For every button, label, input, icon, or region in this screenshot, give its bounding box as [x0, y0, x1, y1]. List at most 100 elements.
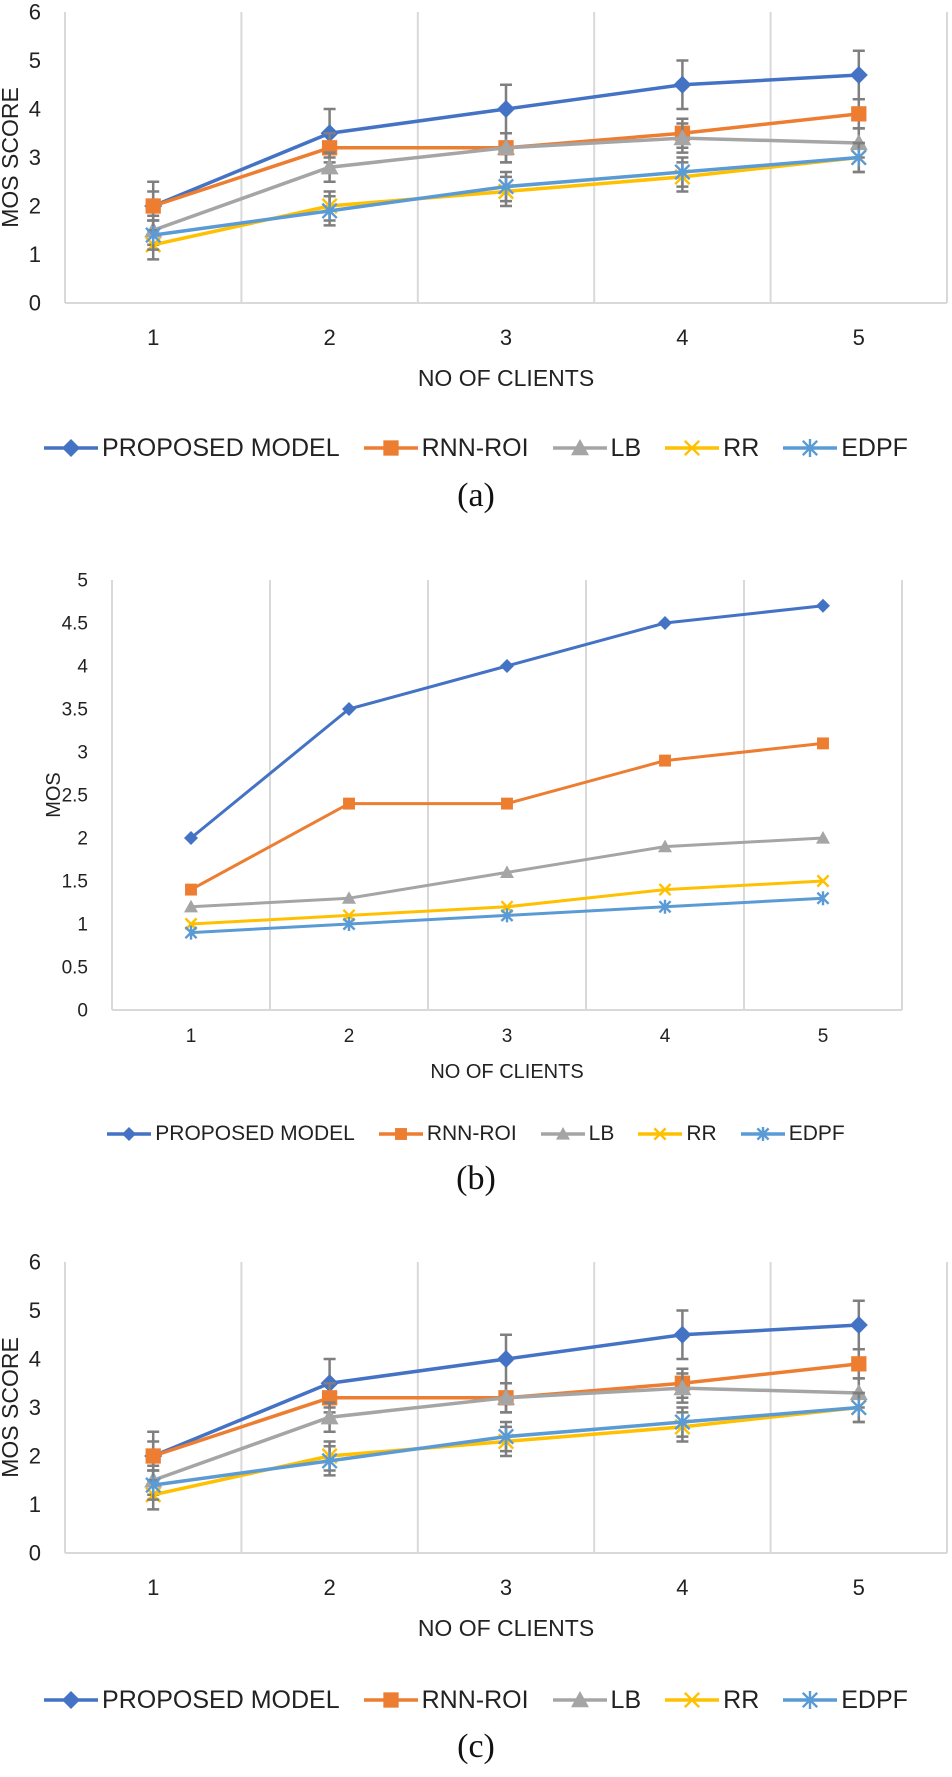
y-axis-title: MOS SCORE [0, 1337, 23, 1478]
legend-label: RNN-ROI [421, 1685, 529, 1714]
data-point-marker [343, 797, 355, 810]
legend-marker-icon [62, 1691, 81, 1709]
data-point-marker [184, 831, 198, 845]
data-point-marker [658, 616, 672, 630]
data-point-marker [673, 129, 692, 146]
legend-swatch-icon [783, 1691, 838, 1709]
legend-label: EDPF [841, 433, 908, 462]
y-tick-label: 3 [29, 145, 41, 170]
data-point-marker [342, 891, 356, 904]
legend-label: EDPF [841, 1685, 908, 1714]
y-tick-label: 2 [29, 1444, 41, 1469]
series-lb [144, 1372, 868, 1497]
data-point-marker [816, 831, 830, 844]
data-point-marker [816, 598, 830, 613]
legend-swatch-icon [665, 439, 720, 457]
y-tick-label: 6 [29, 0, 41, 25]
y-tick-label: 4 [29, 1347, 41, 1372]
legend-label: PROPOSED MODEL [102, 433, 340, 462]
x-tick-label: 5 [818, 1026, 829, 1047]
y-axis-title: MOS SCORE [0, 87, 23, 228]
data-point-marker [851, 106, 867, 122]
x-tick-label: 1 [186, 1026, 197, 1047]
data-point-marker [342, 702, 356, 716]
data-point-marker [321, 1451, 338, 1470]
y-tick-label: 2 [77, 829, 88, 850]
y-tick-label: 5 [29, 48, 41, 73]
y-tick-label: 3 [29, 1395, 41, 1420]
legend-item: LB [552, 1685, 642, 1715]
data-point-marker [497, 177, 515, 196]
legend-item: RNN-ROI [378, 1122, 517, 1146]
x-axis-title: NO OF CLIENTS [418, 1615, 594, 1641]
legend-item: RR [638, 1122, 717, 1146]
data-point-marker [500, 908, 514, 923]
legend-swatch-icon [740, 1127, 785, 1141]
data-point-marker [320, 1408, 339, 1425]
data-point-marker [145, 1448, 161, 1464]
y-tick-label: 1 [29, 242, 41, 267]
x-tick-label: 3 [500, 325, 512, 350]
legend-label: RNN-ROI [421, 433, 529, 462]
legend-marker-icon [382, 440, 399, 456]
legend-label: RNN-ROI [426, 1122, 517, 1145]
data-point-marker [342, 917, 356, 931]
y-tick-label: 1 [29, 1492, 41, 1517]
chart-panel-b: 0 0.5 1 1.5 2 2.5 3 3.5 4 4.5 5 1 2 3 4 5 NO OF CLIENTS M… [0, 560, 952, 1210]
chart-panel-a: 0 1 2 3 4 5 6 1 2 3 4 5 NO OF CLIENTS MOS SCORE PROPO… [0, 0, 952, 530]
data-point-marker [816, 874, 830, 888]
x-tick-label: 4 [660, 1026, 671, 1047]
legend-item: LB [552, 434, 641, 463]
legend-label: RR [723, 433, 760, 462]
data-point-marker [145, 1476, 162, 1495]
legend-label: PROPOSED MODEL [102, 1685, 340, 1714]
legend-label: LB [610, 1685, 642, 1714]
data-point-marker [497, 138, 515, 155]
y-tick-label: 5 [77, 571, 88, 592]
data-point-marker [674, 1413, 691, 1432]
y-tick-label: 0 [29, 1541, 41, 1566]
chart-a-legend: PROPOSED MODEL RNN-ROI LB RR EDPF [0, 430, 952, 466]
chart-panel-c: 0 1 2 3 4 5 6 1 2 3 4 5 NO OF CLIENTS MOS SCORE PROPO… [0, 1250, 952, 1777]
data-point-marker [658, 839, 672, 853]
data-point-marker [500, 865, 514, 878]
data-point-marker [816, 891, 830, 906]
chart-c-caption: (c) [457, 1728, 495, 1765]
x-tick-label: 2 [323, 1575, 335, 1600]
y-tick-label: 2.5 [62, 786, 88, 807]
data-point-marker [145, 226, 162, 245]
data-point-marker [184, 899, 198, 913]
legend-swatch-icon [363, 440, 418, 456]
legend-marker-icon [653, 1127, 667, 1141]
legend-item: RR [665, 1686, 759, 1715]
legend-item: PROPOSED MODEL [44, 1686, 340, 1715]
legend-swatch-icon [552, 1691, 607, 1708]
gridlines [64, 12, 948, 304]
legend-swatch-icon [638, 1127, 683, 1141]
y-tick-label: 1 [77, 915, 88, 936]
legend-item: EDPF [740, 1122, 845, 1146]
legend-item: PROPOSED MODEL [44, 434, 340, 463]
legend-label: EDPF [788, 1122, 845, 1145]
data-point-marker [185, 883, 197, 896]
chart-b-plot: 0 0.5 1 1.5 2 2.5 3 3.5 4 4.5 5 1 2 3 4 5 NO OF CLIENTS M… [43, 571, 903, 1083]
series-edpf [145, 141, 867, 251]
chart-b-legend: PROPOSED MODEL RNN-ROI LB RR EDPF [0, 1118, 952, 1150]
series-rnn-roi [185, 737, 829, 896]
legend-marker-icon [62, 439, 81, 457]
data-point-marker [817, 737, 829, 750]
legend-marker-icon [802, 1691, 819, 1709]
legend-item: RR [665, 434, 759, 463]
y-tick-label: 3 [77, 743, 88, 764]
legend-marker-icon [555, 1127, 570, 1140]
legend-item: RNN-ROI [363, 433, 529, 463]
legend-swatch-icon [378, 1128, 423, 1140]
data-point-marker [500, 659, 514, 673]
y-tick-label: 5 [29, 1298, 41, 1323]
data-point-marker [320, 158, 339, 175]
legend-marker-icon [684, 1691, 701, 1709]
y-tick-label: 3.5 [62, 700, 88, 721]
legend-marker-icon [684, 439, 701, 457]
legend-marker-icon [382, 1692, 399, 1708]
legend-swatch-icon [665, 1691, 720, 1709]
